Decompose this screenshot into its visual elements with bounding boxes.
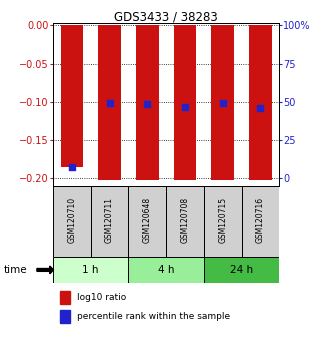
Bar — [211, 25, 234, 180]
Text: GSM120708: GSM120708 — [180, 197, 189, 243]
Text: percentile rank within the sample: percentile rank within the sample — [77, 312, 230, 321]
Bar — [128, 257, 204, 283]
Title: GDS3433 / 38283: GDS3433 / 38283 — [114, 10, 218, 23]
Text: time: time — [3, 265, 27, 275]
Text: GSM120648: GSM120648 — [143, 197, 152, 243]
Text: GSM120710: GSM120710 — [67, 197, 76, 243]
Point — [145, 101, 150, 107]
Text: GSM120716: GSM120716 — [256, 197, 265, 243]
Bar — [204, 257, 279, 283]
Bar — [60, 310, 70, 324]
Text: GSM120715: GSM120715 — [218, 197, 227, 243]
Point — [107, 101, 112, 106]
Point — [258, 105, 263, 111]
Bar — [60, 291, 70, 304]
Point — [182, 104, 187, 110]
Bar — [174, 25, 196, 180]
Bar — [204, 186, 241, 257]
Bar — [241, 186, 279, 257]
Point — [220, 100, 225, 105]
Text: 1 h: 1 h — [82, 265, 99, 275]
Bar — [53, 186, 91, 257]
Text: 24 h: 24 h — [230, 265, 253, 275]
Bar — [128, 186, 166, 257]
Bar — [249, 25, 272, 180]
Text: GSM120711: GSM120711 — [105, 197, 114, 243]
Text: 4 h: 4 h — [158, 265, 174, 275]
Point — [69, 164, 74, 170]
Bar — [60, 25, 83, 167]
Bar — [136, 25, 159, 180]
Bar — [53, 257, 128, 283]
Bar — [91, 186, 128, 257]
Bar — [166, 186, 204, 257]
Bar — [98, 25, 121, 180]
Text: log10 ratio: log10 ratio — [77, 293, 126, 302]
